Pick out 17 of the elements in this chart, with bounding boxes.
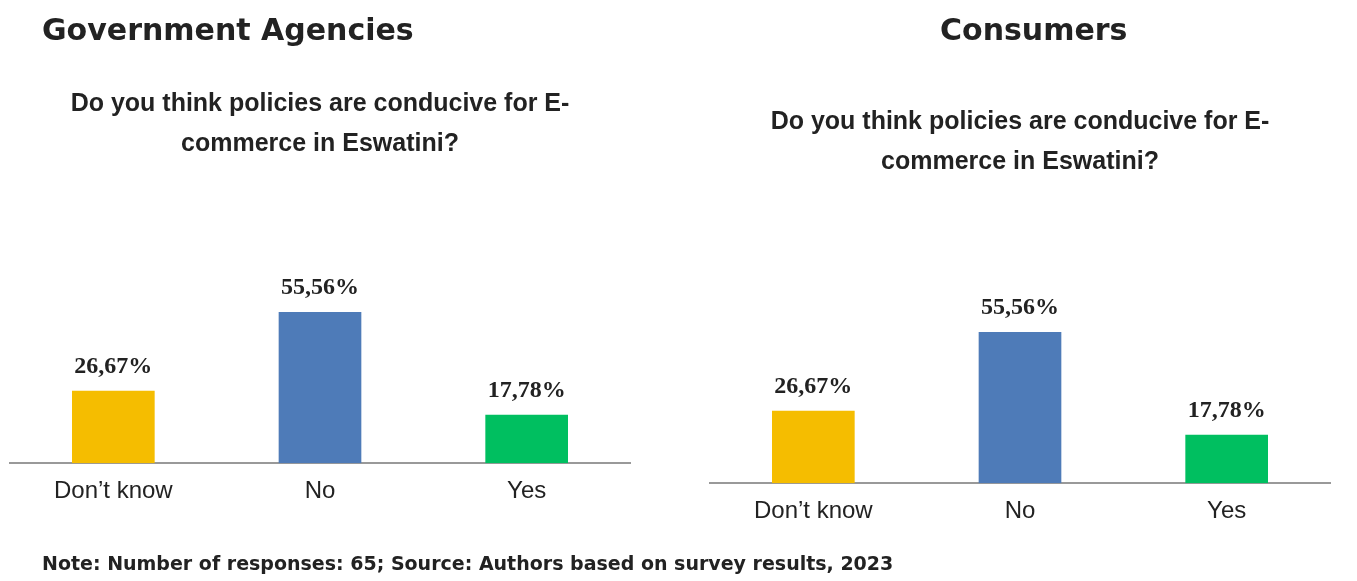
- data-label: 17,78%: [487, 376, 566, 403]
- x-tick-label: No: [304, 476, 336, 504]
- x-tick-label: No: [1004, 496, 1036, 524]
- data-label: 55,56%: [981, 293, 1059, 320]
- data-label: 26,67%: [74, 351, 153, 378]
- chart-title: Government Agencies: [42, 12, 414, 47]
- chart-subtitle: Do you think policies are conducive for E-commerce in Eswatini?: [769, 105, 1271, 176]
- chart-subtitle: Do you think policies are conducive for E-commerce in Eswatini?: [69, 87, 571, 158]
- x-tick-label: Yes: [1207, 496, 1247, 524]
- x-tick-label: Yes: [507, 476, 547, 504]
- data-label: 17,78%: [1187, 396, 1266, 423]
- text: Note: Number of responses: 65; Source: Authors based on survey results, 2023: [42, 552, 894, 574]
- chart-title: Consumers: [940, 12, 1128, 47]
- data-label: 55,56%: [281, 273, 359, 300]
- x-tick-label: Don’t know: [53, 476, 174, 504]
- data-label: 26,67%: [774, 371, 853, 398]
- x-tick-label: Don’t know: [753, 496, 874, 524]
